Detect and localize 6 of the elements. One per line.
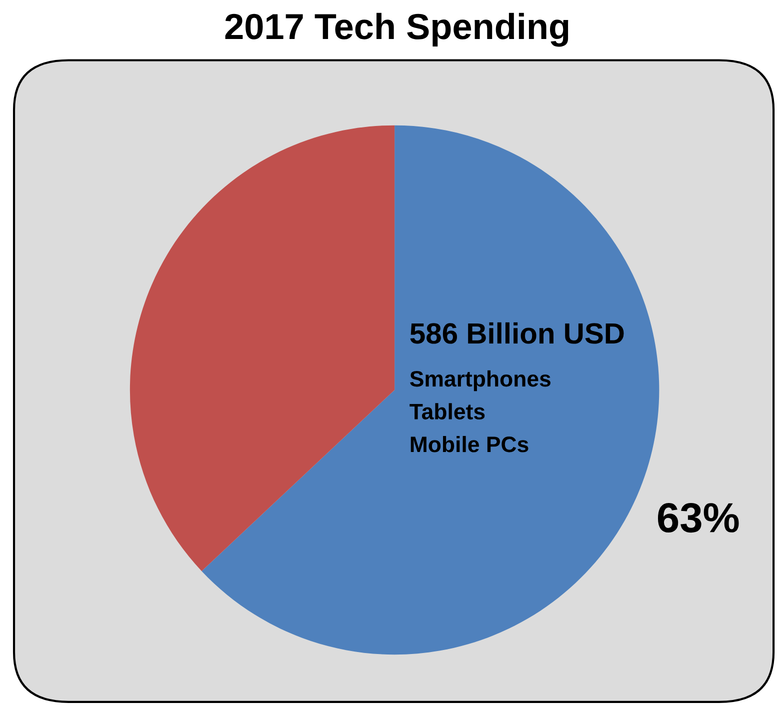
pie-slice [130, 125, 395, 572]
data-label: 63% [658, 503, 739, 533]
slice-label: Smartphones Tablets Mobile PCs [410, 370, 550, 452]
chart-title: 2017 Tech Spending [225, 12, 568, 47]
text: 586 Billion USD [410, 322, 624, 344]
pie-slice [202, 125, 660, 655]
